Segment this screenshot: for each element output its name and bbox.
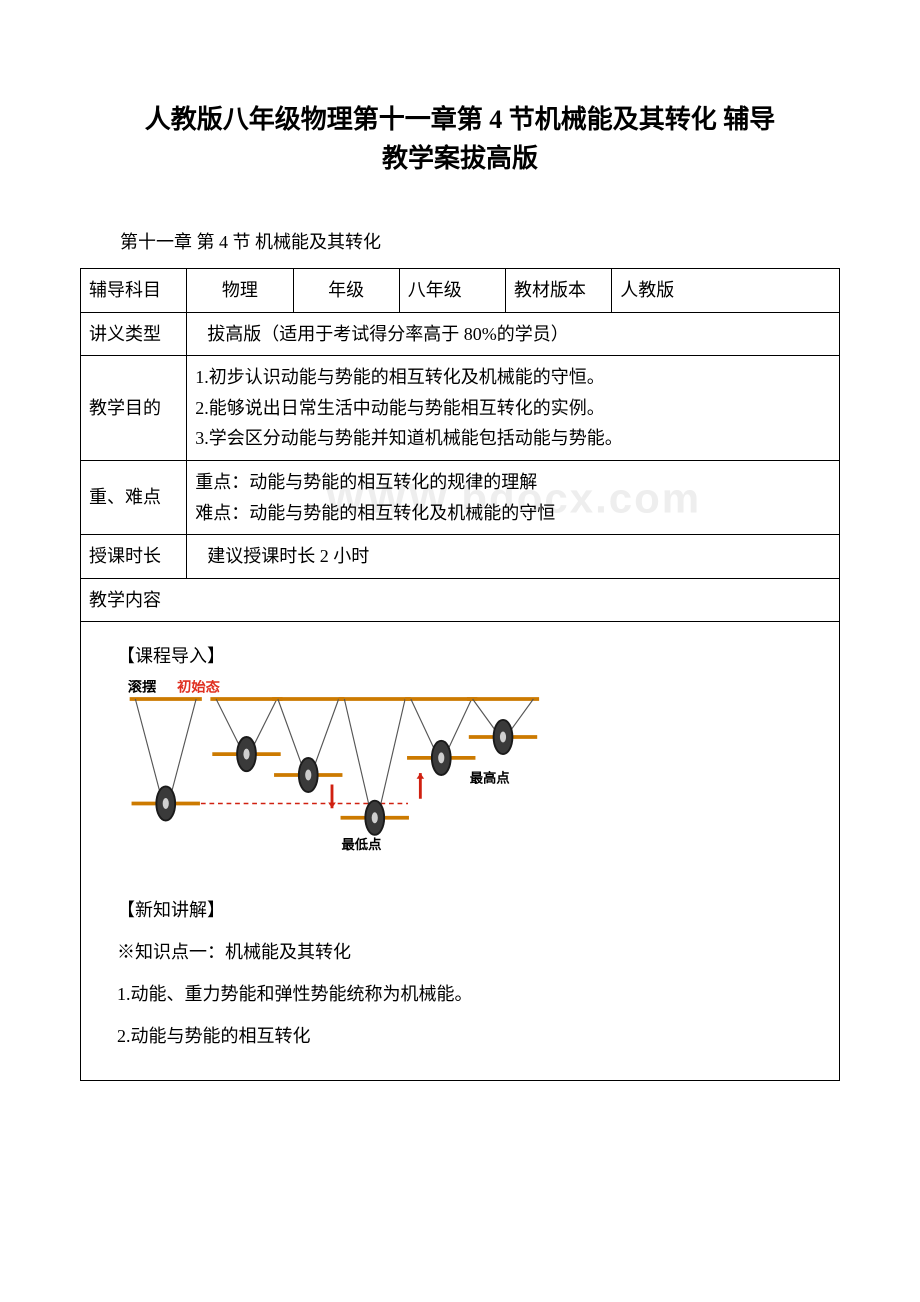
chapter-subtitle: 第十一章 第 4 节 机械能及其转化 <box>120 228 840 254</box>
keypoint-1: 重点：动能与势能的相互转化的规律的理解 <box>195 467 831 498</box>
cell-objective-values: 1.初步认识动能与势能的相互转化及机械能的守恒。 2.能够说出日常生活中动能与势… <box>187 356 840 461</box>
svg-text:最高点: 最高点 <box>470 770 510 786</box>
section-explain-header: 【新知讲解】 <box>117 892 823 928</box>
objective-1: 1.初步认识动能与势能的相互转化及机械能的守恒。 <box>195 362 831 393</box>
svg-text:最低点: 最低点 <box>342 836 382 852</box>
page-title: 人教版八年级物理第十一章第 4 节机械能及其转化 辅导 教学案拔高版 <box>80 100 840 178</box>
cell-objective-label: 教学目的 <box>81 356 187 461</box>
table-row: 教学目的 1.初步认识动能与势能的相互转化及机械能的守恒。 2.能够说出日常生活… <box>81 356 840 461</box>
svg-text:初始态: 初始态 <box>177 680 221 695</box>
cell-content-header: 教学内容 <box>81 578 840 622</box>
table-row: 授课时长 建议授课时长 2 小时 <box>81 535 840 579</box>
content-para-2: 2.动能与势能的相互转化 <box>117 1018 823 1054</box>
cell-grade-value: 八年级 <box>399 269 505 313</box>
content-para-1: 1.动能、重力势能和弹性势能统称为机械能。 <box>117 976 823 1012</box>
cell-duration-label: 授课时长 <box>81 535 187 579</box>
cell-textbook-value: 人教版 <box>612 269 840 313</box>
cell-subject-label: 辅导科目 <box>81 269 187 313</box>
knowledge-point-1: ※知识点一：机械能及其转化 <box>117 934 823 970</box>
cell-subject-value: 物理 <box>187 269 293 313</box>
svg-text:滚摆: 滚摆 <box>128 680 157 695</box>
cell-type-label: 讲义类型 <box>81 312 187 356</box>
table-row: 重、难点 WWW.bdocx.com 重点：动能与势能的相互转化的规律的理解 难… <box>81 460 840 534</box>
title-line1: 人教版八年级物理第十一章第 4 节机械能及其转化 辅导 <box>145 105 776 134</box>
table-row: 【课程导入】 滚摆初始态最低点最高点 【新知讲解】 ※知识点一：机械能及其转化 … <box>81 622 840 1081</box>
cell-duration-value: 建议授课时长 2 小时 <box>187 535 840 579</box>
cell-keypoints-values: WWW.bdocx.com 重点：动能与势能的相互转化的规律的理解 难点：动能与… <box>187 460 840 534</box>
cell-grade-label: 年级 <box>293 269 399 313</box>
objective-3: 3.学会区分动能与势能并知道机械能包括动能与势能。 <box>195 423 831 454</box>
cell-type-value: 拔高版（适用于考试得分率高于 80%的学员） <box>187 312 840 356</box>
pendulum-diagram: 滚摆 初始态最低点 最高点 <box>117 680 823 882</box>
table-row: 讲义类型 拔高版（适用于考试得分率高于 80%的学员） <box>81 312 840 356</box>
title-line2: 教学案拔高版 <box>382 144 538 173</box>
lesson-meta-table: 辅导科目 物理 年级 八年级 教材版本 人教版 讲义类型 拔高版（适用于考试得分… <box>80 268 840 1081</box>
table-row: 辅导科目 物理 年级 八年级 教材版本 人教版 <box>81 269 840 313</box>
keypoint-2: 难点：动能与势能的相互转化及机械能的守恒 <box>195 498 831 529</box>
cell-content-body: 【课程导入】 滚摆初始态最低点最高点 【新知讲解】 ※知识点一：机械能及其转化 … <box>81 622 840 1081</box>
objective-2: 2.能够说出日常生活中动能与势能相互转化的实例。 <box>195 393 831 424</box>
table-row: 教学内容 <box>81 578 840 622</box>
section-intro-header: 【课程导入】 <box>117 638 823 674</box>
cell-keypoints-label: 重、难点 <box>81 460 187 534</box>
cell-textbook-label: 教材版本 <box>506 269 612 313</box>
